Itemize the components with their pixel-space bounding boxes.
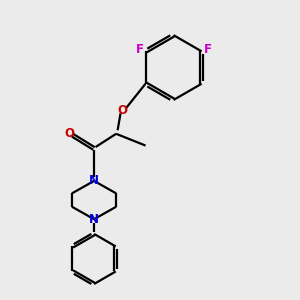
- Text: F: F: [204, 43, 212, 56]
- Text: N: N: [89, 213, 99, 226]
- Text: F: F: [136, 43, 144, 56]
- Text: O: O: [64, 127, 74, 140]
- Text: N: N: [89, 174, 99, 188]
- Text: O: O: [117, 104, 127, 117]
